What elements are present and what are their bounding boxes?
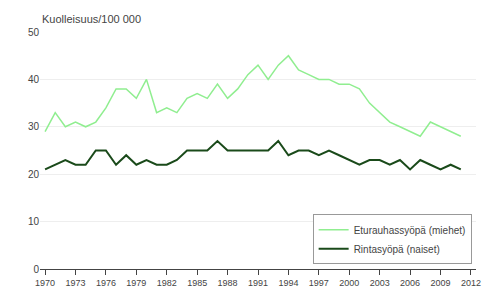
svg-text:1973: 1973	[65, 278, 85, 288]
svg-text:20: 20	[28, 169, 40, 180]
svg-text:0: 0	[33, 264, 39, 275]
svg-text:1988: 1988	[218, 278, 238, 288]
svg-text:1976: 1976	[96, 278, 116, 288]
svg-text:30: 30	[28, 121, 40, 132]
svg-text:50: 50	[28, 27, 40, 38]
svg-text:10: 10	[28, 216, 40, 227]
svg-text:Eturauhassyöpä (miehet): Eturauhassyöpä (miehet)	[354, 225, 466, 236]
svg-text:1997: 1997	[309, 278, 329, 288]
svg-text:2009: 2009	[430, 278, 450, 288]
svg-text:Kuolleisuus/100 000: Kuolleisuus/100 000	[42, 13, 141, 25]
svg-text:Rintasyöpä (naiset): Rintasyöpä (naiset)	[354, 244, 440, 255]
svg-text:1982: 1982	[157, 278, 177, 288]
svg-text:2012: 2012	[461, 278, 481, 288]
svg-text:2006: 2006	[400, 278, 420, 288]
svg-text:1970: 1970	[35, 278, 55, 288]
svg-text:1994: 1994	[278, 278, 298, 288]
svg-text:1979: 1979	[126, 278, 146, 288]
svg-text:1991: 1991	[248, 278, 268, 288]
svg-text:40: 40	[28, 74, 40, 85]
svg-text:1985: 1985	[187, 278, 207, 288]
svg-text:2000: 2000	[339, 278, 359, 288]
svg-text:2003: 2003	[370, 278, 390, 288]
